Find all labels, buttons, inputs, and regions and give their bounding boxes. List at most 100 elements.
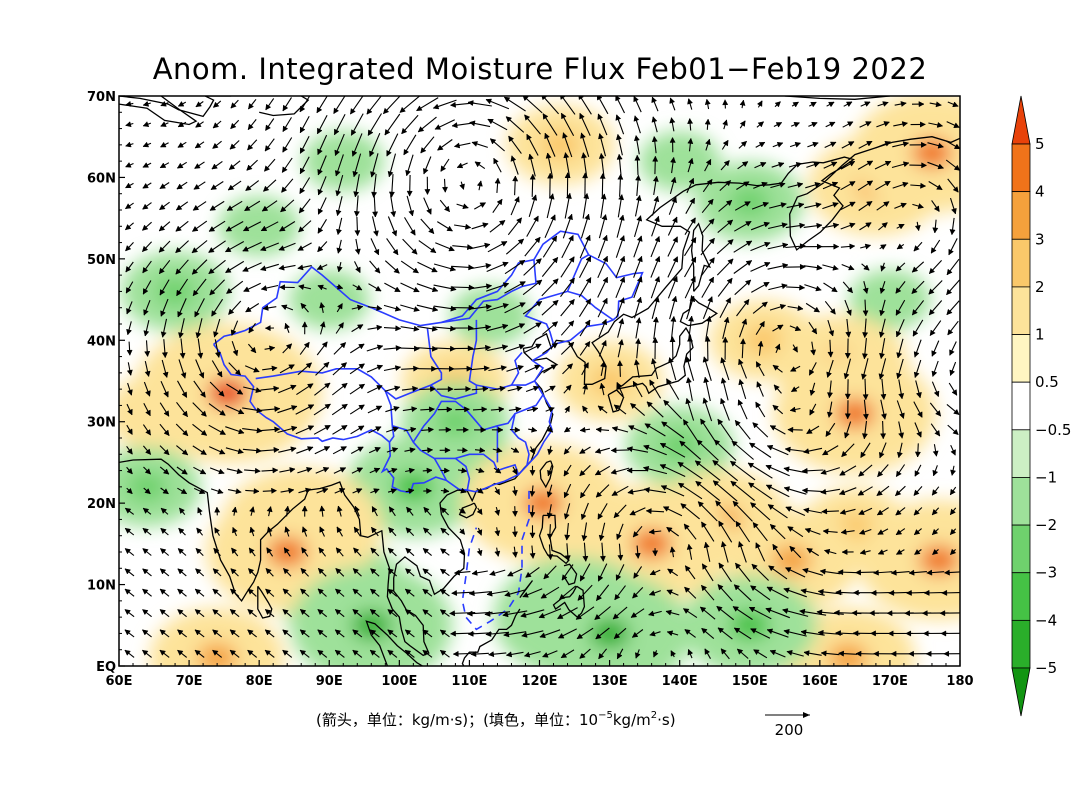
colorbar-box: [1011, 334, 1031, 383]
flux-arrow: [860, 442, 871, 459]
flux-arrow: [667, 275, 678, 299]
lon-label: 90E: [316, 674, 343, 689]
flux-arrow: [879, 281, 886, 295]
flux-arrow: [685, 376, 693, 401]
flux-arrow: [729, 460, 756, 481]
flux-arrow: [528, 426, 538, 433]
flux-arrow: [126, 487, 133, 495]
flux-arrow: [563, 445, 572, 455]
map-panel: [119, 96, 960, 666]
flux-arrow: [334, 649, 345, 658]
flux-arrow: [750, 262, 771, 272]
flux-arrow: [840, 222, 856, 230]
flux-arrow: [822, 528, 838, 535]
flux-arrow: [950, 444, 956, 456]
flux-arrow: [912, 319, 924, 337]
flux-arrow: [434, 119, 455, 130]
flux-arrow: [687, 117, 694, 131]
flux-arrow: [580, 213, 591, 239]
flux-arrow: [457, 467, 468, 474]
flux-arrow: [416, 304, 439, 312]
flux-arrow: [790, 122, 800, 128]
coastline-layer: [119, 96, 960, 666]
flux-arrow: [229, 608, 240, 618]
flux-arrow: [422, 447, 434, 454]
flux-arrow: [197, 338, 204, 359]
flux-arrow: [635, 174, 642, 196]
flux-arrow: [159, 649, 170, 658]
flux-arrow: [562, 132, 573, 158]
flux-arrow: [195, 548, 204, 556]
flux-arrow: [684, 586, 697, 599]
flux-arrow: [230, 320, 239, 336]
flux-arrow: [908, 650, 928, 657]
flux-arrow: [750, 585, 771, 601]
flux-arrow: [370, 238, 380, 256]
flux-arrow: [809, 382, 816, 397]
flux-arrow: [594, 465, 611, 476]
flux-arrow: [470, 365, 490, 372]
flux-arrow: [247, 649, 258, 658]
flux-arrow: [880, 378, 887, 401]
flux-arrow: [827, 319, 835, 337]
flux-arrow: [910, 182, 927, 189]
flux-arrow: [928, 280, 943, 295]
flux-arrow: [387, 588, 398, 597]
flux-arrow: [914, 422, 922, 438]
flux-arrow: [755, 320, 765, 335]
flux-arrow: [244, 365, 260, 373]
flux-arrow: [193, 181, 206, 190]
flux-arrow: [504, 589, 526, 598]
flux-arrow: [505, 343, 526, 353]
flux-arrow: [158, 240, 171, 253]
flux-arrow: [858, 464, 873, 477]
flux-arrow: [525, 566, 540, 578]
flux-arrow: [229, 140, 240, 150]
flux-arrow: [284, 526, 291, 537]
flux-arrow: [666, 526, 680, 537]
flux-arrow: [370, 568, 380, 577]
flux-arrow: [563, 483, 572, 499]
flux-arrow: [880, 420, 887, 440]
flux-arrow: [354, 261, 361, 274]
flux-arrow: [406, 506, 414, 516]
flux-arrow: [843, 358, 852, 380]
flux-arrow: [437, 139, 453, 151]
flux-arrow: [247, 139, 258, 151]
flux-arrow: [666, 630, 679, 637]
flux-arrow: [192, 402, 207, 417]
flux-arrow: [610, 467, 630, 475]
flux-arrow: [911, 300, 925, 316]
flux-arrow: [786, 649, 804, 657]
flux-arrow: [405, 154, 414, 177]
flux-arrow: [125, 182, 134, 189]
flux-arrow: [810, 341, 817, 356]
flux-arrow: [822, 264, 839, 271]
flux-arrow: [913, 528, 922, 536]
china-border: [524, 290, 614, 345]
flux-arrow: [264, 325, 275, 332]
flux-arrow: [910, 121, 926, 128]
flux-arrow: [579, 446, 591, 454]
flux-arrow: [872, 569, 893, 576]
flux-arrow: [316, 341, 328, 356]
flux-arrow: [214, 527, 220, 536]
china-border: [392, 425, 471, 491]
flux-arrow: [423, 527, 432, 536]
flux-arrow: [819, 568, 841, 575]
flux-arrow: [841, 443, 855, 458]
flux-arrow: [317, 197, 327, 215]
flux-arrow: [800, 588, 825, 596]
flux-arrow: [824, 141, 837, 148]
flux-arrow: [454, 385, 472, 393]
colorbar-box: [1011, 381, 1031, 431]
flux-arrow: [845, 318, 852, 338]
flux-arrow: [737, 541, 747, 563]
flux-arrow: [124, 222, 134, 231]
flux-arrow: [529, 446, 535, 455]
flux-arrow: [947, 424, 959, 436]
lon-label: 100E: [381, 674, 417, 689]
flux-arrow: [301, 505, 308, 517]
flux-arrow: [701, 627, 715, 640]
